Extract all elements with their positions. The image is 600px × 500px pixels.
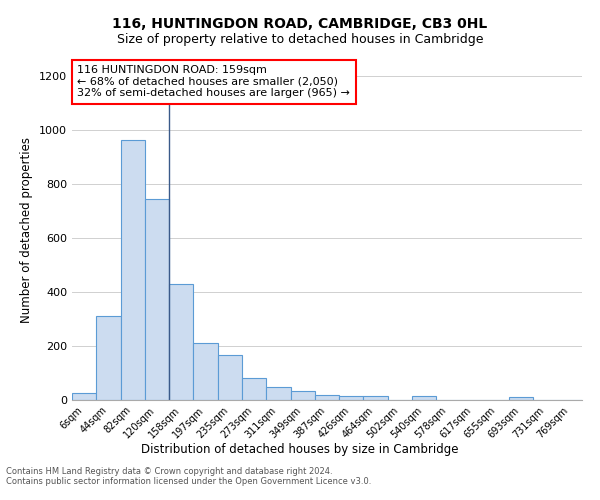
Bar [290,392,315,400]
Bar [145,199,169,400]
Bar [412,396,436,400]
Bar [509,397,533,400]
Text: Contains public sector information licensed under the Open Government Licence v3: Contains public sector information licen… [6,477,371,486]
Text: Contains HM Land Registry data © Crown copyright and database right 2024.: Contains HM Land Registry data © Crown c… [6,467,332,476]
Text: 116 HUNTINGDON ROAD: 159sqm
← 68% of detached houses are smaller (2,050)
32% of : 116 HUNTINGDON ROAD: 159sqm ← 68% of det… [77,65,350,98]
Text: Distribution of detached houses by size in Cambridge: Distribution of detached houses by size … [141,442,459,456]
Bar [364,396,388,400]
Text: Size of property relative to detached houses in Cambridge: Size of property relative to detached ho… [117,32,483,46]
Y-axis label: Number of detached properties: Number of detached properties [20,137,34,323]
Bar [218,356,242,400]
Bar [339,396,364,400]
Text: 116, HUNTINGDON ROAD, CAMBRIDGE, CB3 0HL: 116, HUNTINGDON ROAD, CAMBRIDGE, CB3 0HL [112,18,488,32]
Bar [72,394,96,400]
Bar [169,284,193,400]
Bar [121,140,145,400]
Bar [96,316,121,400]
Bar [266,386,290,400]
Bar [193,344,218,400]
Bar [315,395,339,400]
Bar [242,378,266,400]
